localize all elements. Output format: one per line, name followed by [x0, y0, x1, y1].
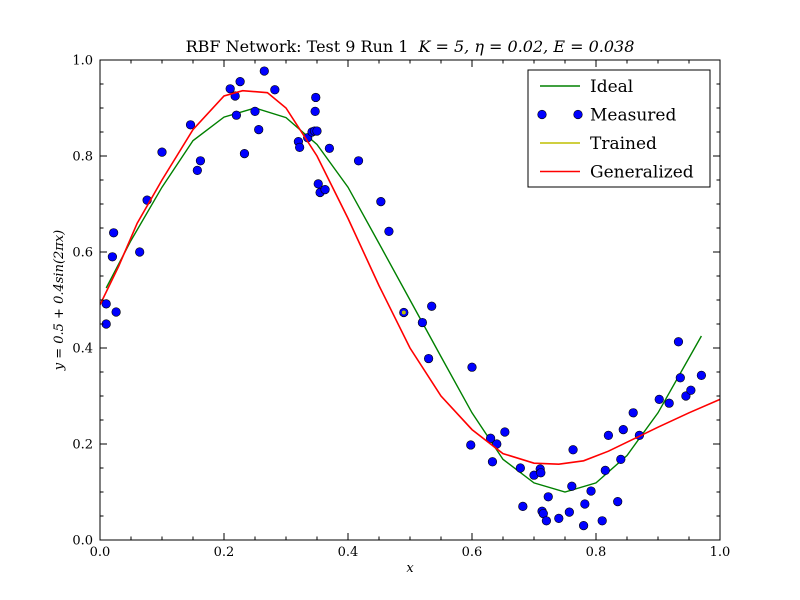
measured-point	[675, 373, 685, 383]
x-tick-label: 0.6	[462, 545, 483, 560]
measured-point	[250, 106, 260, 116]
measured-point	[107, 252, 117, 262]
measured-point	[195, 156, 206, 166]
measured-point	[567, 481, 577, 491]
plot-area	[100, 66, 720, 531]
y-tick-label: 0.0	[72, 534, 93, 549]
plot-marks	[100, 66, 720, 531]
measured-point	[487, 457, 498, 467]
measured-point	[320, 185, 330, 195]
chart-title-prefix: RBF Network: Test 9 Run 1	[186, 37, 409, 56]
measured-point	[628, 408, 638, 418]
measured-point	[295, 142, 305, 152]
measured-point	[185, 120, 196, 130]
trained-point	[401, 310, 406, 315]
legend-marker-measured-right	[573, 109, 583, 120]
measured-point	[686, 385, 696, 395]
y-axis-label: y = 0.5 + 0.4sin(2πx)	[52, 230, 67, 372]
measured-point	[536, 468, 546, 478]
measured-point	[324, 143, 335, 153]
series-line-ideal	[105, 107, 703, 493]
measured-point	[541, 516, 552, 526]
measured-point	[467, 362, 477, 372]
measured-point	[111, 307, 121, 317]
measured-point	[664, 398, 674, 408]
measured-point	[239, 149, 250, 159]
axes: 0.0 0.2 0.4 0.6 0.8 1.0 0.0 0.2 0.4 0.6 0.8 1.0	[72, 54, 730, 561]
legend-label-measured: Measured	[590, 106, 676, 126]
measured-point	[225, 84, 235, 94]
measured-point	[427, 301, 437, 311]
legend-label-trained: Trained	[590, 134, 657, 154]
x-tick-label: 0.4	[338, 545, 359, 560]
measured-point	[600, 465, 610, 476]
x-tick-label: 0.2	[214, 545, 235, 560]
measured-point	[586, 486, 596, 496]
legend-label-generalized: Generalized	[590, 163, 694, 183]
measured-point	[554, 513, 564, 524]
measured-point	[135, 247, 145, 257]
measured-point	[616, 454, 626, 464]
chart-title: RBF Network: Test 9 Run 1 K = 5, η = 0.0…	[186, 37, 635, 56]
measured-point	[259, 66, 269, 76]
x-tick-label: 0.0	[90, 545, 111, 560]
measured-point	[254, 125, 264, 135]
measured-point	[353, 156, 364, 166]
measured-point	[231, 110, 241, 120]
legend-marker-measured-left	[537, 109, 547, 120]
x-tick-label: 0.8	[586, 545, 607, 560]
measured-point	[310, 106, 320, 116]
measured-point	[515, 463, 525, 473]
measured-point	[424, 353, 434, 364]
measured-point	[376, 197, 386, 207]
y-tick-label: 1.0	[72, 54, 93, 69]
measured-point	[312, 126, 322, 136]
measured-point	[603, 430, 614, 440]
legend: Ideal Measured Trained Generalized	[527, 69, 711, 188]
y-tick-label: 0.4	[72, 342, 93, 357]
measured-point	[654, 394, 664, 404]
measured-point	[543, 492, 553, 502]
measured-point	[580, 499, 590, 509]
measured-point	[109, 228, 119, 238]
y-tick-label: 0.6	[72, 246, 93, 261]
measured-point	[673, 337, 684, 347]
series-line-generalized	[100, 89, 720, 465]
measured-point	[518, 501, 528, 512]
y-tick-label: 0.8	[72, 150, 93, 165]
measured-point	[618, 425, 628, 435]
measured-point	[417, 317, 428, 328]
measured-point	[157, 147, 167, 157]
measured-point	[101, 299, 111, 309]
measured-point	[564, 507, 574, 517]
measured-point	[311, 92, 321, 103]
measured-point	[192, 165, 202, 175]
legend-box	[527, 69, 711, 188]
x-tick-label: 1.0	[710, 545, 731, 560]
measured-point	[235, 76, 245, 87]
y-tick-label: 0.2	[72, 438, 93, 453]
measured-point	[486, 433, 496, 443]
measured-point	[313, 179, 323, 189]
x-axis-label: x	[406, 561, 414, 576]
measured-point	[613, 497, 623, 507]
measured-point	[568, 445, 578, 455]
measured-point	[270, 85, 280, 95]
measured-point	[466, 440, 476, 450]
chart-title-math: K = 5, η = 0.02, E = 0.038	[417, 37, 634, 56]
measured-point	[696, 370, 707, 380]
measured-point	[500, 427, 510, 437]
measured-point	[578, 520, 589, 531]
measured-point	[384, 226, 394, 236]
legend-label-ideal: Ideal	[590, 77, 633, 97]
measured-point	[597, 516, 607, 526]
